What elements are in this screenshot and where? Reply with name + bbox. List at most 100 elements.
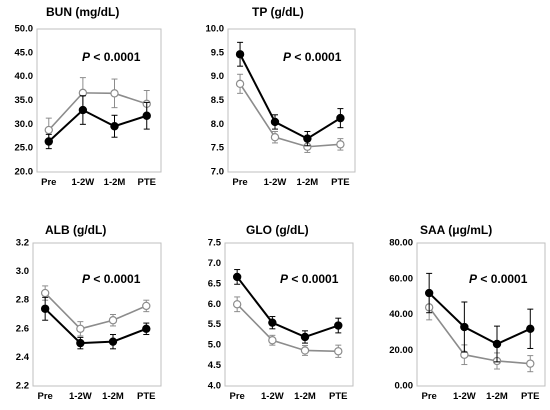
data-point: [460, 322, 469, 332]
y-tick-label: 9.5: [211, 47, 225, 58]
series-line: [428, 306, 531, 365]
y-tick-label: 2.2: [16, 381, 29, 392]
y-tick-label: 35.0: [15, 95, 34, 106]
data-point: [235, 79, 245, 89]
series-open: [235, 73, 345, 153]
y-tick-label: 8.0: [211, 119, 224, 130]
panel-title: TP (g/dL): [252, 5, 304, 19]
data-point: [108, 337, 118, 346]
series-filled: [40, 296, 151, 350]
p-value-text: < 0.0001: [477, 272, 528, 286]
panel-title: ALB (g/dL): [45, 223, 106, 237]
y-tick-label: 5.5: [208, 319, 222, 330]
y-tick-label: 80.00: [389, 238, 413, 249]
data-point: [44, 125, 53, 135]
panel-title: BUN (mg/dL): [46, 5, 119, 19]
y-tick-label: 5.0: [208, 340, 221, 351]
data-point: [334, 321, 343, 330]
panel-2: ALB (g/dL) 2.2 2.4 2.6 2.8 3.0 3.2 Pre 1-2W 1-2M P…: [16, 223, 162, 402]
data-point: [40, 288, 50, 298]
x-tick-label: Pre: [421, 391, 436, 402]
plot-frame: [224, 242, 354, 387]
y-tick-label: 2.6: [16, 323, 29, 334]
y-tick-label: 60.00: [389, 273, 413, 284]
series-line: [48, 92, 147, 131]
data-point: [76, 338, 85, 348]
data-point: [142, 324, 151, 333]
y-tick-label: 25.0: [15, 143, 34, 154]
data-point: [270, 133, 280, 142]
data-point: [110, 89, 119, 98]
panel-title: GLO (g/dL): [246, 223, 309, 237]
data-point: [44, 137, 53, 146]
data-point: [76, 324, 85, 333]
data-point: [142, 301, 151, 311]
x-tick-label: 1-2W: [264, 177, 287, 188]
x-tick-label: 1-2W: [69, 391, 92, 402]
panel-4: SAA (μg/mL) 0.00 20.00 40.00 60.00 80.00 Pre 1-…: [389, 223, 546, 402]
plot-frame: [227, 28, 356, 173]
x-tick-label: Pre: [232, 177, 247, 188]
series-line: [44, 292, 147, 330]
y-tick-label: 4.0: [208, 381, 221, 392]
y-tick-label: 0.00: [395, 381, 414, 392]
x-tick-label: PTE: [521, 391, 539, 402]
y-tick-label: 2.8: [16, 295, 29, 306]
series-line: [236, 303, 339, 353]
x-tick-label: 1-2W: [453, 391, 476, 402]
plot-frame: [416, 242, 546, 387]
y-tick-label: 45.0: [15, 47, 34, 58]
data-point: [142, 111, 151, 120]
x-tick-label: 1-2M: [104, 177, 126, 188]
p-value-text: < 0.0001: [288, 272, 339, 286]
y-tick-label: 7.0: [211, 167, 224, 178]
p-value-text: < 0.0001: [90, 50, 141, 64]
x-tick-label: PTE: [137, 177, 155, 188]
data-point: [108, 316, 118, 325]
panel-0: BUN (mg/dL) 20.0 25.0 30.0 35.0 40.0 45.0 50.0 P…: [15, 5, 162, 188]
x-tick-label: Pre: [37, 391, 52, 402]
y-tick-label: 9.0: [211, 71, 224, 82]
y-tick-label: 6.5: [208, 278, 222, 289]
p-symbol: P: [280, 272, 289, 286]
p-value-text: < 0.0001: [291, 50, 342, 64]
y-tick-label: 20.00: [389, 345, 413, 356]
x-tick-label: 1-2W: [72, 177, 95, 188]
series-line: [239, 53, 341, 140]
data-point: [300, 346, 310, 355]
series-filled: [44, 95, 151, 150]
p-symbol: P: [283, 50, 292, 64]
y-tick-label: 8.5: [211, 95, 225, 106]
data-point: [235, 50, 245, 59]
series-line: [236, 276, 339, 339]
x-tick-label: 1-2M: [486, 391, 508, 402]
x-tick-label: Pre: [41, 177, 56, 188]
y-tick-label: 7.5: [208, 238, 222, 249]
p-symbol: P: [82, 272, 91, 286]
series-line: [239, 83, 341, 148]
data-point: [232, 300, 242, 309]
y-tick-label: 7.5: [211, 143, 225, 154]
series-filled: [424, 272, 535, 363]
x-tick-label: 1-2M: [294, 391, 316, 402]
p-value-annotation: P < 0.0001: [469, 272, 528, 286]
data-point: [334, 347, 343, 356]
series-open: [40, 285, 151, 337]
y-tick-label: 2.4: [16, 352, 30, 363]
plot-frame: [32, 242, 162, 387]
p-symbol: P: [469, 272, 478, 286]
data-point: [232, 272, 242, 282]
series-open: [232, 296, 343, 358]
series-open: [44, 77, 151, 143]
data-point: [268, 336, 277, 345]
p-symbol: P: [82, 50, 91, 64]
y-tick-label: 3.2: [16, 238, 29, 249]
data-point: [336, 140, 345, 149]
series-filled: [235, 41, 345, 147]
x-tick-label: 1-2M: [102, 391, 124, 402]
y-tick-label: 20.0: [15, 167, 34, 178]
series-line: [428, 292, 531, 346]
data-point: [526, 359, 535, 368]
p-value-annotation: P < 0.0001: [283, 50, 342, 64]
